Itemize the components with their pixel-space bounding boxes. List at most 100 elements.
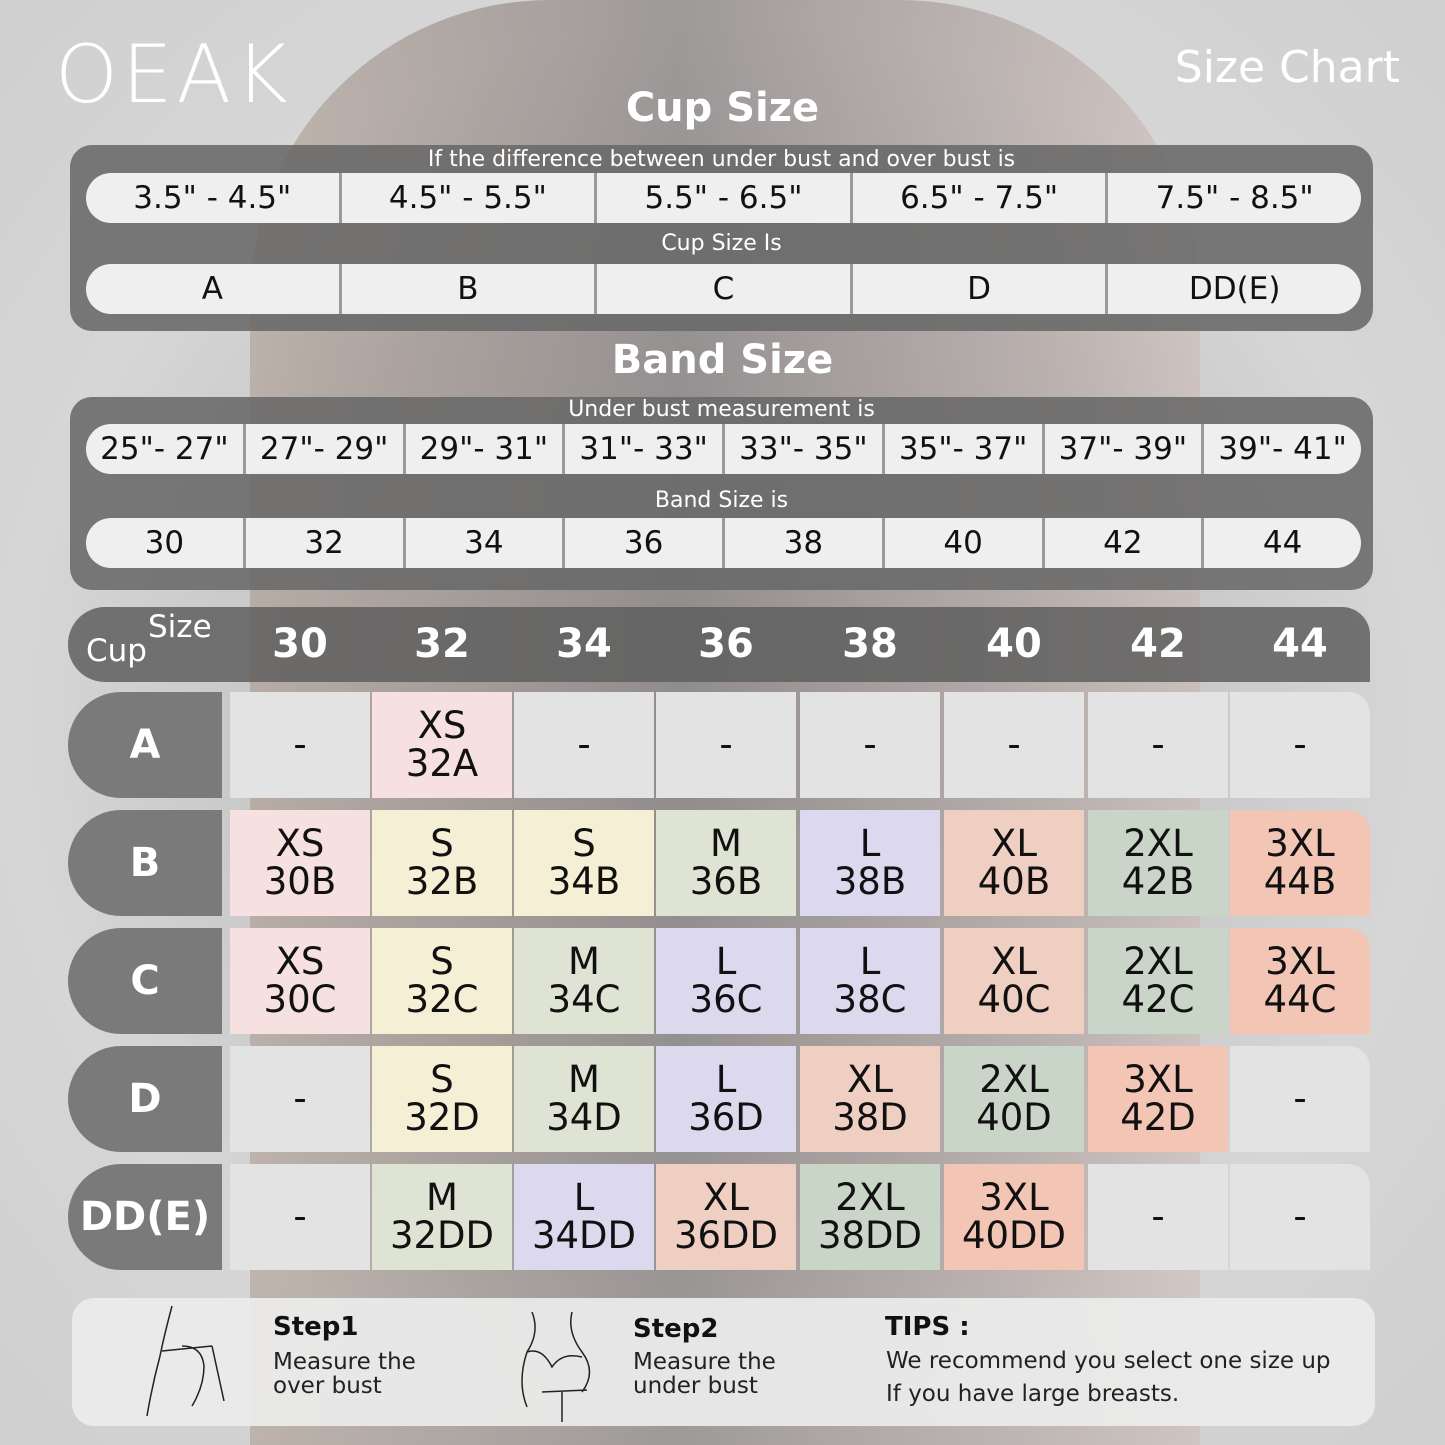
size-cell-text: M	[568, 940, 600, 983]
size-cell: M 36B	[656, 810, 796, 916]
size-cell-text: 2XL	[979, 1058, 1049, 1101]
size-cell: -	[230, 692, 370, 798]
size-cell-text: S	[430, 822, 454, 865]
size-cell-text: 2XL	[1123, 822, 1193, 865]
size-cell: 3XL 42D	[1088, 1046, 1228, 1152]
size-cell: 2XL 38DD	[800, 1164, 940, 1270]
size-cell-text: -	[1293, 723, 1307, 766]
band: 40	[885, 518, 1045, 568]
size-cell-text: -	[719, 723, 733, 766]
size-cell-text: -	[1151, 723, 1165, 766]
size-cell-text: -	[1151, 1195, 1165, 1238]
size-cell: M 34D	[514, 1046, 654, 1152]
size-cell-text: XS	[275, 940, 325, 983]
footer-panel: Step1 Measure the over bust Step2 Measur…	[72, 1298, 1375, 1426]
cup: B	[342, 264, 598, 314]
size-cell-text: 32D	[404, 1096, 480, 1139]
size-cell-text: L	[715, 940, 737, 983]
size-cell-text: -	[293, 1077, 307, 1120]
size-cell: XL 36DD	[656, 1164, 796, 1270]
column-header: 44	[1272, 621, 1328, 667]
band: 44	[1262, 525, 1303, 561]
tips-line2: If you have large breasts.	[886, 1381, 1180, 1407]
size-cell: -	[656, 692, 796, 798]
size-cell: -	[1230, 1164, 1370, 1270]
size-cell: -	[1230, 1046, 1370, 1152]
cup: A	[86, 264, 342, 314]
size-cell-text: 38D	[832, 1096, 908, 1139]
size-cell-text: 36C	[689, 978, 763, 1021]
size-cell-text: -	[863, 723, 877, 766]
size-cell: S 34B	[514, 810, 654, 916]
column-header: 42	[1130, 621, 1186, 667]
size-cell-text: -	[293, 723, 307, 766]
size-cell: 2XL 42B	[1088, 810, 1228, 916]
size-cell-text: 38B	[833, 860, 907, 903]
size-cell: -	[1230, 692, 1370, 798]
size-cell-text: -	[1293, 1195, 1307, 1238]
tips-title: TIPS :	[885, 1312, 970, 1342]
size-cell: 2XL 40D	[944, 1046, 1084, 1152]
step1-line1: Measure the	[273, 1349, 416, 1375]
measurement: 27"- 29"	[246, 424, 406, 474]
size-cell: -	[230, 1164, 370, 1270]
size-cell: 3XL 44B	[1230, 810, 1370, 916]
column-header: 40	[986, 621, 1042, 667]
difference: 3.5" - 4.5"	[86, 173, 342, 223]
column-header: 36	[698, 621, 754, 667]
size-cell: 3XL 40DD	[944, 1164, 1084, 1270]
size-cell-text: 36D	[688, 1096, 764, 1139]
column-header: 38	[842, 621, 898, 667]
size-cell-text: 42B	[1121, 860, 1195, 903]
size-cell-text: 44C	[1263, 978, 1337, 1021]
size-cell-text: L	[859, 940, 881, 983]
size-cell-text: 32B	[405, 860, 479, 903]
corner-cup: Cup	[86, 633, 147, 669]
band-size-title: Band Size	[611, 337, 834, 383]
size-cell-text: M	[710, 822, 742, 865]
step2-title: Step2	[633, 1314, 719, 1344]
column-header: 32	[414, 621, 470, 667]
band: 38	[725, 518, 885, 568]
size-cell: 2XL 42C	[1088, 928, 1228, 1034]
size-cell: -	[514, 692, 654, 798]
size-cell: S 32B	[372, 810, 512, 916]
band-row: 30 32 34 36 38 40 42 44	[86, 518, 1361, 568]
cup: DD(E)	[1188, 271, 1281, 307]
size-cell-text: S	[430, 940, 454, 983]
measurement-row: 25"- 27" 27"- 29" 29"- 31" 31"- 33" 33"- 35"…	[86, 424, 1361, 474]
size-cell-text: XL	[703, 1176, 749, 1219]
size-cell: S 32C	[372, 928, 512, 1034]
size-cell-text: 34D	[546, 1096, 622, 1139]
table-header: Size Cup 30 32 34 36 38 40 42 44	[68, 607, 1370, 682]
size-cell-text: 2XL	[835, 1176, 905, 1219]
size-cell-text: 36B	[689, 860, 763, 903]
measurement: 31"- 33"	[565, 424, 725, 474]
size-cell: S 32D	[372, 1046, 512, 1152]
column-header: 34	[556, 621, 612, 667]
measurement: 37"- 39"	[1045, 424, 1205, 474]
size-cell-text: 34B	[547, 860, 621, 903]
size-cell-text: 3XL	[1123, 1058, 1193, 1101]
difference-row: 3.5" - 4.5" 4.5" - 5.5" 5.5" - 6.5" 6.5"…	[86, 173, 1361, 223]
size-cell-text: XL	[847, 1058, 893, 1101]
size-cell: XL 40C	[944, 928, 1084, 1034]
size-cell-text: L	[715, 1058, 737, 1101]
size-cell-text: 3XL	[1265, 940, 1335, 983]
size-cell-text: 3XL	[979, 1176, 1049, 1219]
tips-line1: We recommend you select one size up	[886, 1348, 1331, 1374]
size-cell: M 34C	[514, 928, 654, 1034]
band-result-label: Band Size is	[654, 488, 789, 513]
difference: 4.5" - 5.5"	[342, 173, 598, 223]
band: 34	[406, 518, 566, 568]
size-cell-text: M	[568, 1058, 600, 1101]
size-cell: XL 40B	[944, 810, 1084, 916]
brand-logo: OEAK	[55, 28, 292, 121]
row-cup-label: A	[68, 692, 222, 798]
size-cell-text: 32DD	[389, 1214, 495, 1257]
size-cell: 3XL 44C	[1230, 928, 1370, 1034]
size-cell-text: 40DD	[961, 1214, 1067, 1257]
size-cell: -	[1088, 692, 1228, 798]
size-cell: L 36C	[656, 928, 796, 1034]
difference: 6.5" - 7.5"	[853, 173, 1109, 223]
